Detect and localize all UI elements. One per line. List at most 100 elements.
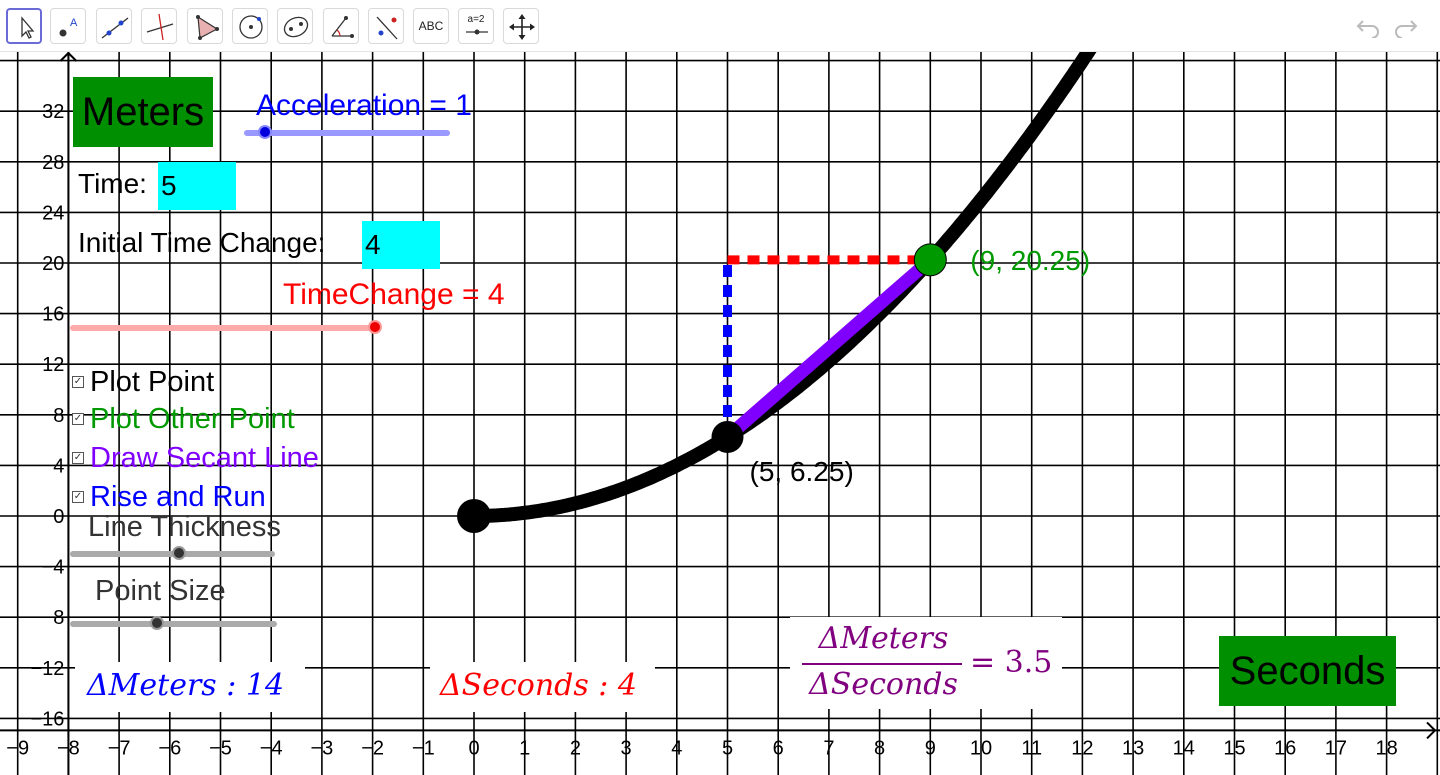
rise-and-run-checkbox[interactable]: ✓ xyxy=(72,491,84,503)
arrow-cursor-icon xyxy=(21,16,35,39)
x-tick-label: 9 xyxy=(925,737,936,759)
toolbar: A ABC a=2 xyxy=(0,0,1440,52)
ellipse-icon xyxy=(283,16,309,38)
x-tick-label: −8 xyxy=(57,737,80,759)
ellipse-tool-button[interactable] xyxy=(277,8,313,44)
position-curve[interactable] xyxy=(467,52,1100,523)
perpendicular-line-tool-button[interactable] xyxy=(141,8,177,44)
perpendicular-icon xyxy=(146,13,174,41)
x-tick-label: 13 xyxy=(1122,737,1144,759)
y-tick-label: 8 xyxy=(53,405,64,427)
x-tick-label: −5 xyxy=(209,737,232,759)
point-size-slider[interactable] xyxy=(70,616,277,630)
x-tick-label: −1 xyxy=(412,737,435,759)
reflect-tool-button[interactable] xyxy=(368,8,404,44)
y-tick-label: 12 xyxy=(42,354,64,376)
x-tick-label: 16 xyxy=(1274,737,1296,759)
delta-meters-text: ΔMeters : 14 xyxy=(87,668,285,703)
delta-seconds-box: ΔSeconds : 4 xyxy=(430,662,655,712)
delta-seconds-text: ΔSeconds : 4 xyxy=(440,668,638,703)
acceleration-slider-knob[interactable] xyxy=(257,125,272,139)
text-tool-label: ABC xyxy=(418,19,444,33)
line-icon xyxy=(101,17,129,39)
draw-secant-line-label[interactable]: Draw Secant Line xyxy=(90,442,319,474)
circle-icon xyxy=(239,15,263,39)
point-b[interactable] xyxy=(913,243,947,277)
polygon-tool-button[interactable] xyxy=(187,8,223,44)
time-change-slider[interactable] xyxy=(70,320,382,334)
time-change-slider-track xyxy=(70,325,375,331)
plot-other-point-label[interactable]: Plot Other Point xyxy=(90,403,295,435)
x-tick-label: −9 xyxy=(6,737,29,759)
acceleration-slider[interactable] xyxy=(244,125,450,139)
plot-point-checkbox[interactable]: ✓ xyxy=(72,376,84,388)
undo-icon xyxy=(1356,20,1379,39)
point-tool-button[interactable]: A xyxy=(50,8,86,44)
x-tick-label: −6 xyxy=(158,737,181,759)
svg-text:A: A xyxy=(70,17,78,29)
x-tick-label: 17 xyxy=(1325,737,1347,759)
y-tick-label: −4 xyxy=(42,557,65,579)
angle-icon xyxy=(331,16,354,38)
time-label: Time: xyxy=(78,168,147,199)
move-arrows-icon xyxy=(509,14,535,40)
point-size-slider-track xyxy=(70,621,277,627)
delta-meters-box: ΔMeters : 14 xyxy=(75,662,305,712)
point-a-label: (5, 6.25) xyxy=(750,456,854,487)
x-tick-label: 7 xyxy=(823,737,834,759)
x-tick-label: 4 xyxy=(671,737,682,759)
plot-other-point-checkbox[interactable]: ✓ xyxy=(72,413,84,425)
x-tick-label: −4 xyxy=(260,737,283,759)
draw-secant-line-checkbox[interactable]: ✓ xyxy=(72,452,84,464)
text-tool-button[interactable]: ABC xyxy=(413,8,449,44)
slider-tool-label: a=2 xyxy=(467,14,485,25)
y-tick-label: −12 xyxy=(30,658,64,680)
y-tick-label: −8 xyxy=(42,607,65,629)
line-thickness-slider[interactable] xyxy=(70,546,275,560)
redo-button[interactable] xyxy=(1392,14,1420,39)
x-tick-label: 3 xyxy=(621,737,632,759)
slider-icon xyxy=(466,29,488,35)
slider-tool-button[interactable]: a=2 xyxy=(458,8,494,44)
x-tick-label: 10 xyxy=(970,737,992,759)
y-tick-label: 4 xyxy=(53,455,64,477)
line-tool-button[interactable] xyxy=(96,8,132,44)
move-graphics-view-button[interactable] xyxy=(503,8,539,44)
x-axis-arrow-icon xyxy=(1426,721,1437,740)
seconds-label-box: Seconds xyxy=(1219,636,1396,706)
y-axis-arrow-icon xyxy=(59,52,78,62)
time-change-slider-knob[interactable] xyxy=(368,320,382,334)
y-tick-label: 32 xyxy=(42,101,64,123)
y-tick-label: 20 xyxy=(42,253,64,275)
circle-tool-button[interactable] xyxy=(232,8,268,44)
x-tick-label: 0 xyxy=(468,737,479,759)
y-tick-label: 24 xyxy=(42,202,64,224)
line-thickness-slider-knob[interactable] xyxy=(171,546,186,560)
time-input[interactable]: 5 xyxy=(158,162,236,210)
y-tick-label: 28 xyxy=(42,152,64,174)
rate-fraction-box: ΔMeters ΔSeconds = 3.5 xyxy=(790,617,1062,709)
initial-time-change-label: Initial Time Change: xyxy=(78,227,326,258)
secant-line[interactable] xyxy=(721,253,937,444)
origin-point[interactable] xyxy=(457,499,491,533)
fraction-numerator: ΔMeters xyxy=(818,621,949,656)
x-tick-label: −2 xyxy=(361,737,384,759)
rise-and-run-label[interactable]: Rise and Run xyxy=(90,481,266,513)
point-size-slider-knob[interactable] xyxy=(149,616,164,630)
fraction-denominator: ΔSeconds xyxy=(809,667,958,702)
x-axis-tick-labels: −9 −8 −7 −6 −5 −4 −3 −2 −1 0 1 2 3 4 5 6 7 8 9 10 11 12 13 14 15… xyxy=(6,737,1397,759)
plot-point-label[interactable]: Plot Point xyxy=(90,366,215,398)
axes xyxy=(0,52,1440,775)
x-tick-label: 8 xyxy=(874,737,885,759)
x-tick-label: 6 xyxy=(773,737,784,759)
move-tool-button[interactable] xyxy=(6,8,42,44)
x-tick-label: 11 xyxy=(1021,737,1042,759)
angle-tool-button[interactable] xyxy=(323,8,359,44)
initial-time-change-input[interactable]: 4 xyxy=(362,221,440,269)
x-tick-label: 5 xyxy=(722,737,733,759)
y-tick-label: 16 xyxy=(42,304,64,326)
point-a[interactable] xyxy=(711,420,744,453)
meters-label-box: Meters xyxy=(73,77,213,147)
undo-button[interactable] xyxy=(1354,14,1382,39)
x-tick-label: −7 xyxy=(108,737,131,759)
